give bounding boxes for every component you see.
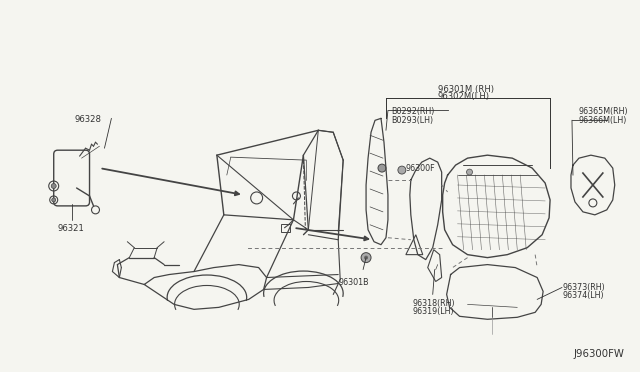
Text: 96301B: 96301B [338,278,369,286]
Text: 96321: 96321 [58,224,84,233]
Text: 96328: 96328 [75,115,102,124]
Text: 96318(RH): 96318(RH) [413,299,456,308]
Text: 96319(LH): 96319(LH) [413,307,454,316]
Circle shape [51,183,56,189]
Text: 96373(RH): 96373(RH) [562,283,605,292]
Text: 96302M(LH): 96302M(LH) [438,93,490,102]
Text: 96366M(LH): 96366M(LH) [579,116,627,125]
Circle shape [52,198,56,202]
Text: 96301M (RH): 96301M (RH) [438,84,493,93]
Text: 96365M(RH): 96365M(RH) [579,108,628,116]
Text: 96300F: 96300F [406,164,435,173]
Circle shape [361,253,371,263]
Circle shape [364,256,368,260]
Text: B0293(LH): B0293(LH) [391,116,433,125]
Bar [280,224,291,232]
Text: 96374(LH): 96374(LH) [562,291,604,301]
Text: B0292(RH): B0292(RH) [391,108,435,116]
Circle shape [378,164,386,172]
Text: J96300FW: J96300FW [574,349,625,359]
Circle shape [398,166,406,174]
Circle shape [467,169,472,175]
